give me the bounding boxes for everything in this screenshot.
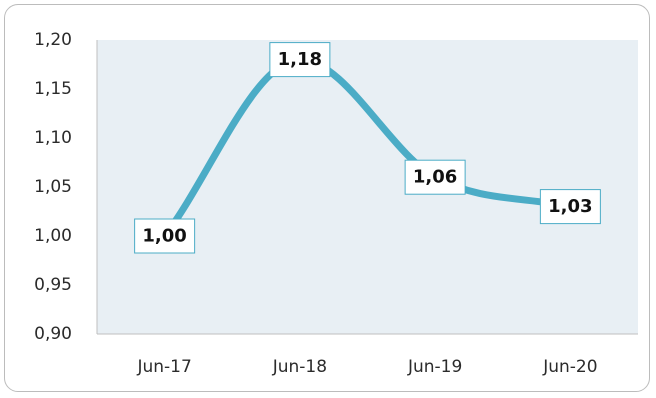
x-axis-ticks: Jun-17 Jun-18 Jun-19 Jun-20 bbox=[136, 357, 597, 377]
data-label-box bbox=[539, 189, 601, 225]
data-label-box bbox=[404, 159, 466, 195]
y-tick-label: 1,05 bbox=[34, 177, 72, 197]
data-labels: 1,00 1,18 1,06 1,03 bbox=[134, 42, 601, 254]
data-label: 1,06 bbox=[404, 159, 466, 195]
data-label-box bbox=[134, 218, 196, 254]
y-axis-ticks: 0,90 0,95 1,00 1,05 1,10 1,15 1,20 bbox=[34, 30, 72, 344]
data-label: 1,18 bbox=[269, 42, 331, 78]
data-label: 1,00 bbox=[134, 218, 196, 254]
series-group bbox=[161, 56, 574, 240]
plot-area bbox=[97, 40, 638, 334]
data-label-text: 1,18 bbox=[278, 49, 322, 70]
data-label: 1,03 bbox=[539, 189, 601, 225]
x-tick-label: Jun-18 bbox=[272, 357, 327, 377]
y-tick-label: 1,20 bbox=[34, 30, 72, 50]
data-label-text: 1,03 bbox=[548, 196, 592, 217]
y-tick-label: 0,95 bbox=[34, 275, 72, 295]
series-line bbox=[161, 56, 574, 240]
data-label-text: 1,06 bbox=[413, 167, 457, 188]
y-tick-label: 1,10 bbox=[34, 128, 72, 148]
data-label-box bbox=[269, 42, 331, 78]
x-tick-label: Jun-19 bbox=[407, 357, 462, 377]
y-tick-label: 1,00 bbox=[34, 226, 72, 246]
y-tick-label: 0,90 bbox=[34, 324, 72, 344]
data-label-text: 1,00 bbox=[142, 226, 186, 247]
y-tick-label: 1,15 bbox=[34, 79, 72, 99]
x-tick-label: Jun-20 bbox=[542, 357, 597, 377]
x-tick-label: Jun-17 bbox=[136, 357, 191, 377]
